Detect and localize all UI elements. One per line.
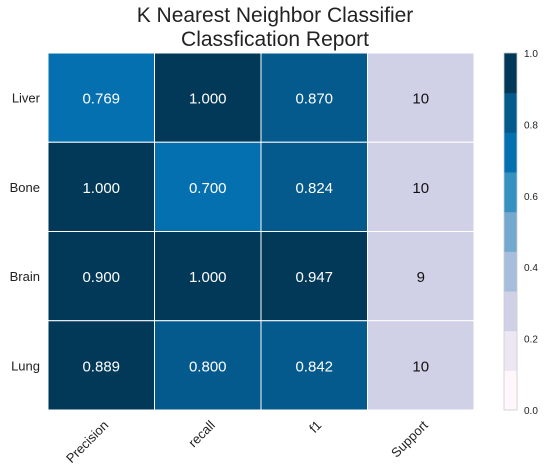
cell-lung-f1 xyxy=(260,320,368,411)
cell-brain-f1 xyxy=(260,231,368,322)
colorbar-segment-0 xyxy=(504,370,517,411)
cell-bone-recall xyxy=(154,141,262,232)
colorbar-segment-4 xyxy=(504,211,517,252)
colorbar-tick-0-4: 0.4 xyxy=(524,263,538,274)
colorbar-tick-0-0: 0.0 xyxy=(524,406,538,417)
column-label-precision: Precision xyxy=(63,418,111,466)
cell-label-bone-recall: 0.700 xyxy=(189,180,227,197)
colorbar-tick-0-6: 0.6 xyxy=(524,192,538,203)
cell-label-brain-recall: 1.000 xyxy=(189,269,227,286)
cell-label-brain-support: 9 xyxy=(417,269,425,286)
cell-label-lung-precision: 0.889 xyxy=(82,358,120,375)
row-label-bone: Bone xyxy=(10,180,40,195)
cell-brain-recall xyxy=(154,231,262,322)
colorbar-segment-8 xyxy=(504,53,517,94)
colorbar-tick-1-0: 1.0 xyxy=(524,49,538,60)
cell-label-bone-precision: 1.000 xyxy=(82,180,120,197)
cell-lung-recall xyxy=(154,320,262,411)
colorbar-segment-6 xyxy=(504,132,517,173)
cell-label-lung-support: 10 xyxy=(412,358,429,375)
cell-label-lung-recall: 0.800 xyxy=(189,358,227,375)
cell-brain-precision xyxy=(47,231,155,322)
cell-brain-support xyxy=(367,231,475,322)
row-label-lung: Lung xyxy=(11,358,40,373)
cell-label-liver-f1: 0.870 xyxy=(295,91,333,108)
row-label-brain: Brain xyxy=(10,269,40,284)
chart-title-line-1: K Nearest Neighbor Classifier xyxy=(136,4,414,27)
colorbar-frame xyxy=(503,52,518,411)
cell-label-liver-recall: 1.000 xyxy=(189,91,227,108)
cell-label-liver-precision: 0.769 xyxy=(82,91,120,108)
chart-title-line-2: Classfication Report xyxy=(181,28,369,51)
cell-label-liver-support: 10 xyxy=(412,91,429,108)
colorbar-tick-0-8: 0.8 xyxy=(524,120,538,131)
colorbar-segment-1 xyxy=(504,330,517,371)
colorbar-segment-3 xyxy=(504,251,517,292)
colorbar-segment-5 xyxy=(504,172,517,213)
cell-liver-precision xyxy=(47,52,155,143)
cell-bone-precision xyxy=(47,141,155,232)
cell-label-brain-precision: 0.900 xyxy=(82,269,120,286)
row-label-liver: Liver xyxy=(12,91,41,106)
cell-lung-precision xyxy=(47,320,155,411)
cell-lung-support xyxy=(367,320,475,411)
cell-label-brain-f1: 0.947 xyxy=(295,269,333,286)
colorbar-tick-0-2: 0.2 xyxy=(524,335,538,346)
cell-liver-support xyxy=(367,52,475,143)
colorbar-segment-7 xyxy=(504,92,517,133)
column-label-f1: f1 xyxy=(306,418,324,436)
column-label-recall: recall xyxy=(185,417,218,450)
cell-label-bone-support: 10 xyxy=(412,180,429,197)
cell-label-bone-f1: 0.824 xyxy=(295,180,333,197)
colorbar-segment-2 xyxy=(504,291,517,332)
cell-label-lung-f1: 0.842 xyxy=(295,358,333,375)
cell-liver-f1 xyxy=(260,52,368,143)
column-label-support: Support xyxy=(388,417,431,460)
